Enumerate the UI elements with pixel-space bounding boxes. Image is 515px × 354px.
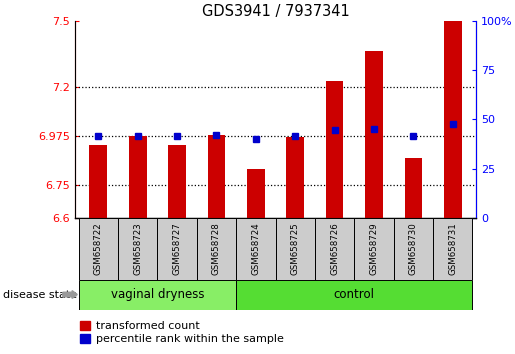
Bar — [433, 218, 472, 280]
Text: disease state: disease state — [3, 290, 77, 299]
Title: GDS3941 / 7937341: GDS3941 / 7937341 — [202, 4, 349, 19]
Bar — [404, 158, 422, 218]
Bar — [208, 135, 225, 218]
Bar — [236, 280, 472, 310]
Text: GSM658726: GSM658726 — [330, 222, 339, 275]
Text: GSM658723: GSM658723 — [133, 222, 142, 275]
Text: GSM658724: GSM658724 — [251, 222, 261, 275]
Text: GSM658731: GSM658731 — [448, 222, 457, 275]
Bar — [158, 218, 197, 280]
Bar — [79, 218, 118, 280]
Bar — [79, 280, 236, 310]
Bar — [325, 81, 344, 218]
Bar — [197, 218, 236, 280]
Text: GSM658725: GSM658725 — [290, 222, 300, 275]
Bar — [444, 21, 461, 218]
Legend: transformed count, percentile rank within the sample: transformed count, percentile rank withi… — [80, 321, 284, 344]
Text: control: control — [334, 288, 375, 301]
Text: GSM658729: GSM658729 — [369, 222, 379, 275]
Text: GSM658728: GSM658728 — [212, 222, 221, 275]
Bar — [393, 218, 433, 280]
Bar — [90, 144, 107, 218]
Bar — [129, 136, 147, 218]
Bar — [247, 169, 265, 218]
Bar — [315, 218, 354, 280]
Bar — [118, 218, 158, 280]
Bar — [168, 144, 186, 218]
Bar — [286, 137, 304, 218]
Text: GSM658730: GSM658730 — [409, 222, 418, 275]
Bar — [276, 218, 315, 280]
Text: vaginal dryness: vaginal dryness — [111, 288, 204, 301]
Bar — [365, 51, 383, 218]
Bar — [236, 218, 276, 280]
Text: GSM658722: GSM658722 — [94, 222, 103, 275]
Bar — [354, 218, 393, 280]
Text: GSM658727: GSM658727 — [173, 222, 182, 275]
